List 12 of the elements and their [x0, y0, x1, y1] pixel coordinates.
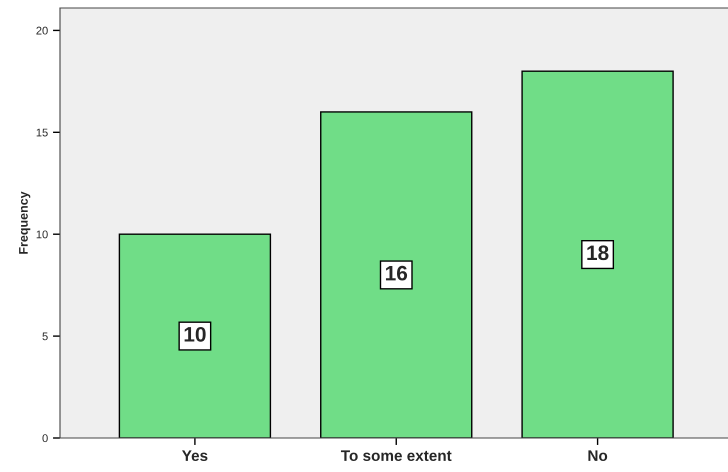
- data-label: 18: [587, 245, 609, 260]
- y-tick-label: 15: [36, 128, 48, 136]
- x-tick-label: No: [588, 450, 608, 462]
- x-tick-label: Yes: [182, 450, 208, 462]
- y-tick-label: 10: [36, 230, 48, 238]
- data-label: 16: [386, 266, 408, 281]
- y-tick-label: 20: [36, 26, 48, 35]
- x-tick-label: To some extent: [340, 450, 452, 462]
- y-axis-title: Frequency: [19, 191, 30, 254]
- y-tick-label: 0: [42, 434, 48, 442]
- data-label: 10: [184, 326, 206, 342]
- y-tick-label: 5: [42, 332, 48, 340]
